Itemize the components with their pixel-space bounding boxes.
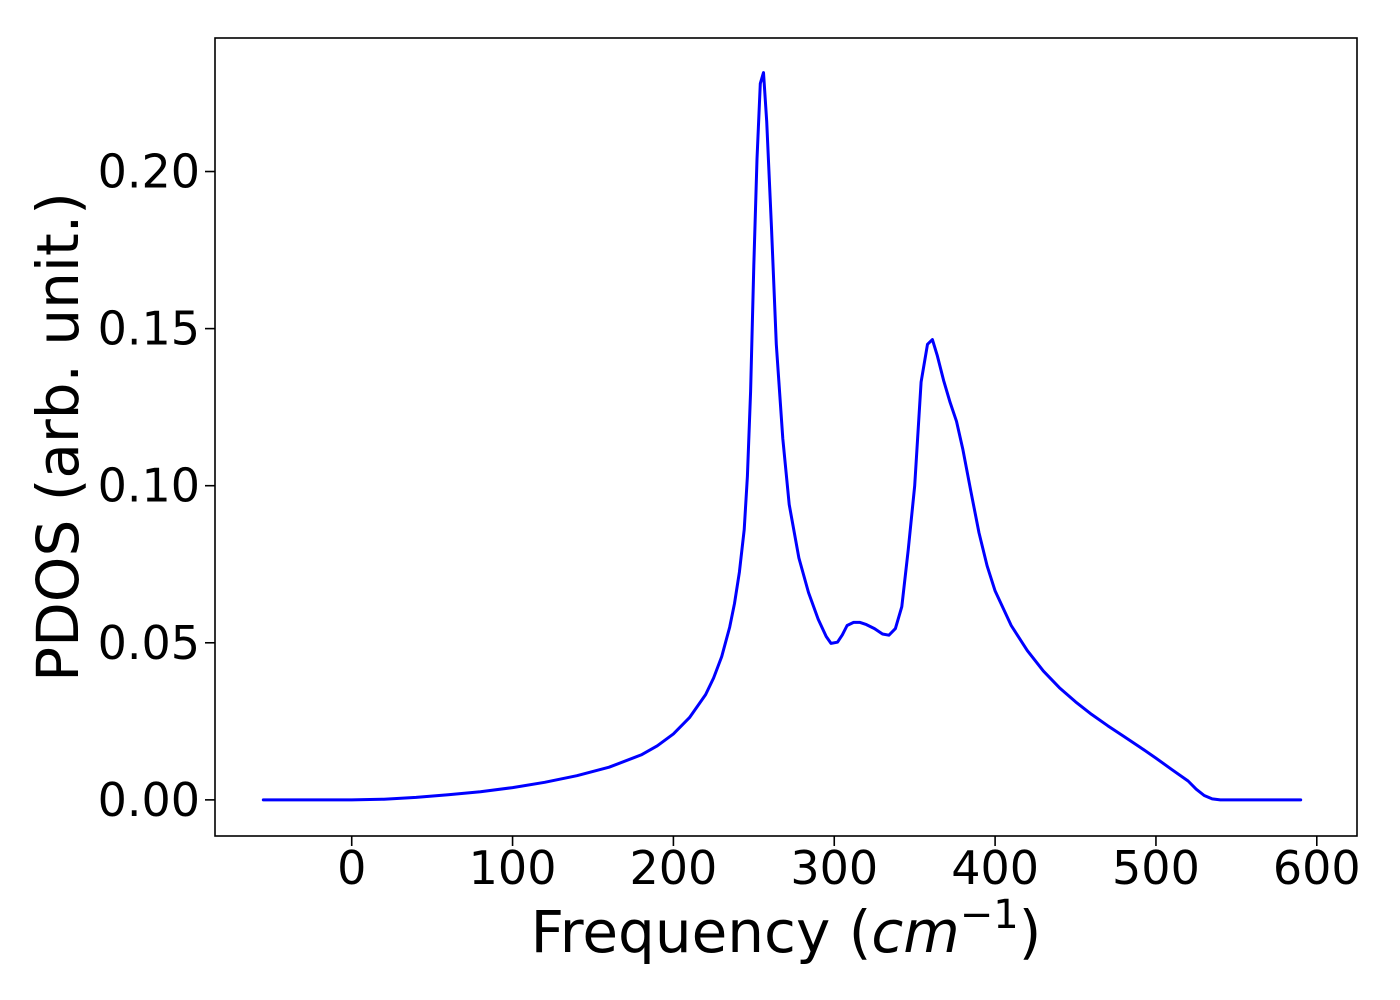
x-tick-label: 300 xyxy=(790,841,878,895)
y-tick-label: 0.00 xyxy=(98,773,200,827)
x-axis-label: Frequency (cm−1) xyxy=(531,892,1042,966)
x-tick-label: 0 xyxy=(337,841,366,895)
y-tick-label: 0.10 xyxy=(98,459,200,513)
y-tick-label: 0.05 xyxy=(98,616,200,670)
y-tick-label: 0.15 xyxy=(98,302,200,356)
x-tick-label: 100 xyxy=(469,841,557,895)
x-tick-label: 400 xyxy=(951,841,1039,895)
x-axis-unit-exponent: −1 xyxy=(960,892,1019,938)
x-tick-label: 500 xyxy=(1112,841,1200,895)
x-axis-ticks: 0 100 200 300 400 500 600 xyxy=(337,836,1361,895)
x-axis-unit: cm xyxy=(871,898,959,966)
y-axis-ticks: 0.00 0.05 0.10 0.15 0.20 xyxy=(98,145,215,827)
y-tick-label: 0.20 xyxy=(98,145,200,199)
plot-area xyxy=(261,71,1303,802)
series-line-0 xyxy=(261,71,1303,802)
x-axis-label-text: Frequency xyxy=(531,898,831,966)
x-tick-label: 200 xyxy=(630,841,718,895)
axes-frame xyxy=(214,37,1358,837)
x-tick-label: 600 xyxy=(1273,841,1361,895)
y-axis-label: PDOS (arb. unit.) xyxy=(24,192,92,682)
